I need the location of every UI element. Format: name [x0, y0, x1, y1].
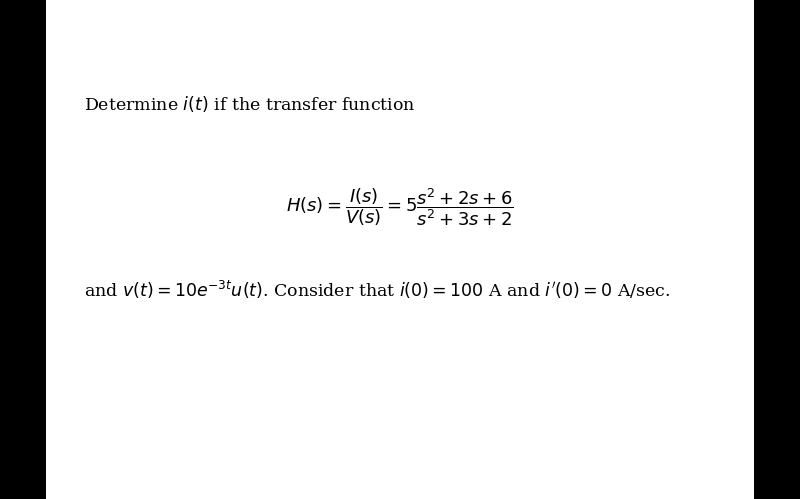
Text: Determine $i(t)$ if the transfer function: Determine $i(t)$ if the transfer functio…: [84, 94, 416, 114]
Text: $H(s) = \dfrac{I(s)}{V(s)} = 5\dfrac{s^2 + 2s + 6}{s^2 + 3s + 2}$: $H(s) = \dfrac{I(s)}{V(s)} = 5\dfrac{s^2…: [286, 186, 514, 228]
Text: and $v(t){=}10e^{-3t}u(t)$. Consider that $i(0){=}100$ A and $i'(0){=}0$ A/sec.: and $v(t){=}10e^{-3t}u(t)$. Consider tha…: [84, 279, 670, 301]
